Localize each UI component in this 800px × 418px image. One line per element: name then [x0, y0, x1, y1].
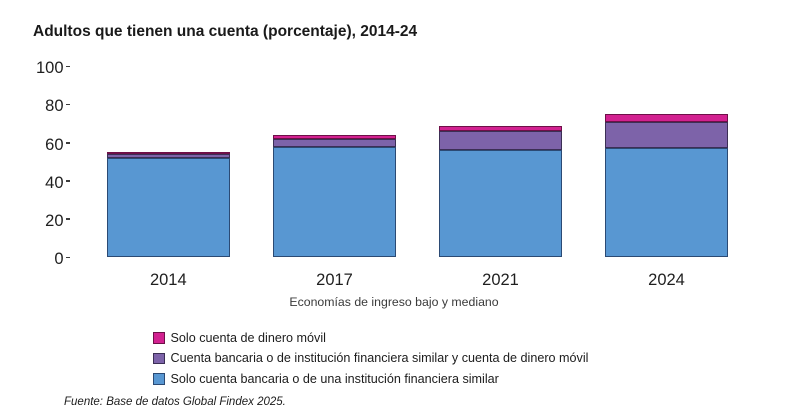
legend-swatch [153, 373, 165, 385]
chart-title: Adultos que tienen una cuenta (porcentaj… [33, 23, 418, 40]
bar-segment [438, 150, 563, 258]
legend-label: Cuenta bancaria o de institución financi… [170, 351, 589, 366]
legend-swatch [153, 352, 165, 365]
bar-segment [106, 152, 231, 155]
bar-segment [604, 148, 729, 258]
legend-label: Solo cuenta bancaria o de una institució… [170, 371, 499, 386]
bar-segment [438, 125, 563, 132]
bar-segment [272, 146, 397, 258]
bar-segment [438, 131, 563, 151]
legend-item: Solo cuenta bancaria o de una institució… [153, 371, 499, 386]
bar-segment [272, 135, 397, 139]
y-tick-mark [65, 65, 70, 68]
bar-segment [604, 121, 729, 149]
y-tick-label: 80 [45, 97, 64, 116]
legend-label: Solo cuenta de dinero móvil [170, 331, 326, 345]
x-category-label: 2014 [149, 270, 187, 289]
legend-item: Cuenta bancaria o de institución financi… [153, 351, 589, 366]
y-tick-label: 100 [35, 59, 64, 78]
x-category-label: 2017 [316, 270, 353, 289]
y-tick-label: 20 [45, 211, 64, 230]
legend-item: Solo cuenta de dinero móvil [153, 331, 326, 345]
legend-swatch [153, 332, 165, 344]
y-tick-mark [65, 218, 70, 220]
y-tick-mark [65, 256, 70, 259]
x-category-label: 2024 [648, 270, 685, 289]
x-category-label: 2021 [482, 270, 519, 289]
bar-segment [106, 154, 231, 159]
y-tick-mark [65, 180, 70, 182]
x-axis-label: Economías de ingreso bajo y mediano [289, 295, 499, 309]
y-tick-label: 60 [45, 135, 64, 154]
bar-segment [272, 138, 397, 147]
y-tick-mark [65, 141, 70, 144]
bar-segment [604, 114, 729, 122]
y-tick-label: 0 [54, 250, 64, 269]
bar-segment [106, 158, 231, 258]
y-tick-label: 40 [45, 173, 64, 192]
source-note: Fuente: Base de datos Global Findex 2025… [64, 396, 286, 408]
y-tick-mark [65, 103, 70, 106]
